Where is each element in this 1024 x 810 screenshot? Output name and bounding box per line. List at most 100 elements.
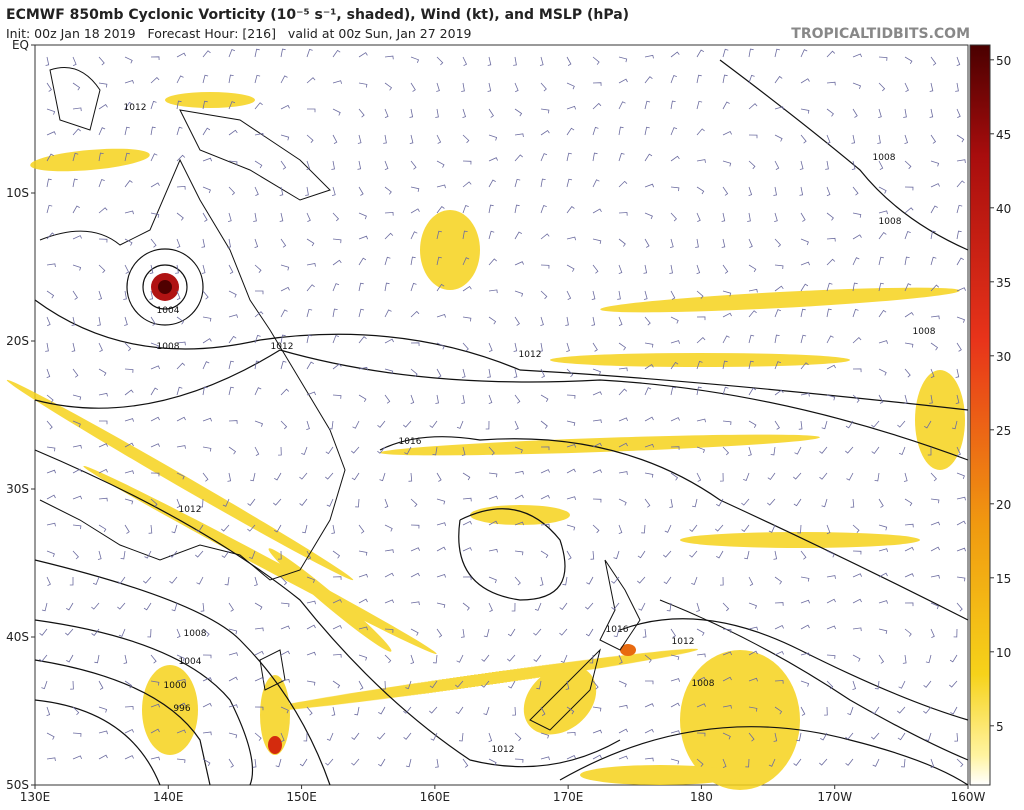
wind-barb [384, 256, 391, 266]
wind-barb [97, 550, 102, 560]
wind-barb [592, 524, 600, 534]
wind-barb [384, 524, 393, 532]
wind-barb [358, 394, 367, 403]
wind-barb [328, 420, 334, 430]
wind-barb [410, 628, 419, 636]
wind-barb [488, 758, 497, 766]
wind-barb [202, 157, 212, 162]
wind-barb [566, 105, 576, 110]
wind-barb [585, 628, 594, 637]
wind-barb [98, 497, 108, 502]
wind-barb [618, 367, 628, 372]
lon-label: 180 [690, 790, 713, 804]
wind-barb [72, 468, 82, 474]
wind-barb [956, 204, 963, 214]
wind-barb [611, 576, 620, 584]
wind-barb [306, 624, 316, 630]
wind-barb [124, 152, 130, 162]
wind-barb [200, 602, 205, 612]
wind-barb [774, 106, 784, 111]
wind-barb [306, 77, 316, 84]
wind-barb [462, 181, 472, 188]
wind-barb [696, 628, 705, 636]
wind-barb [592, 729, 602, 734]
wind-barb [124, 56, 133, 64]
wind-barb [666, 602, 672, 612]
wind-barb [773, 550, 778, 560]
wind-barb [332, 653, 342, 658]
wind-barb [696, 703, 706, 708]
wind-barb [722, 312, 732, 318]
colorbar-label: 40 [996, 202, 1011, 216]
wind-barb [202, 731, 212, 736]
wind-barb [850, 498, 855, 508]
wind-barb [254, 160, 263, 169]
wind-barb [358, 573, 368, 578]
wind-barb [46, 732, 55, 740]
wind-barb [72, 178, 78, 188]
wind-barb [696, 100, 703, 110]
wind-barb [878, 256, 884, 266]
wind-barb [748, 732, 755, 742]
wind-barb [332, 624, 342, 630]
lon-label: 140E [153, 790, 184, 804]
wind-barb [436, 56, 444, 66]
wind-barb [72, 524, 82, 530]
wind-barb [176, 154, 186, 162]
wind-barb [793, 498, 802, 507]
wind-barb [332, 134, 338, 144]
wind-barb [514, 576, 521, 586]
wind-barb [384, 549, 394, 553]
wind-barb [644, 316, 651, 326]
wind-barb [306, 263, 316, 267]
wind-barb [195, 524, 204, 533]
wind-barb [774, 264, 784, 270]
isobar-label: 1004 [179, 657, 202, 667]
wind-barb [358, 282, 364, 292]
wind-barb [202, 654, 212, 659]
wind-barb [150, 728, 160, 734]
wind-barb [878, 160, 884, 170]
wind-barb [72, 82, 81, 91]
wind-barb [852, 573, 862, 578]
wind-barbs [39, 48, 966, 768]
wind-barb [592, 680, 599, 690]
wind-barb [462, 257, 470, 266]
wind-barb [405, 680, 412, 690]
wind-barb [618, 388, 628, 396]
wind-barb [793, 472, 802, 480]
wind-barb [436, 134, 442, 144]
wind-barb [930, 205, 938, 214]
wind-barb [227, 238, 231, 248]
wind-barb [670, 51, 680, 58]
wind-barb [455, 680, 464, 688]
wind-barb [566, 524, 576, 531]
wind-barb [358, 186, 364, 196]
wind-barb [670, 361, 679, 370]
wind-barb [202, 446, 212, 452]
wind-barb [773, 732, 778, 742]
wind-barb [46, 469, 56, 474]
wind-barb [826, 237, 836, 242]
wind-barb [774, 238, 782, 248]
wind-barb [280, 706, 289, 714]
wind-barb [826, 575, 836, 579]
wind-barb [176, 316, 185, 325]
wind-barb [275, 758, 282, 768]
wind-barb [331, 160, 335, 170]
wind-barb [280, 420, 288, 430]
wind-barb [955, 368, 960, 378]
wind-barb [176, 472, 185, 480]
wind-barb [637, 550, 646, 559]
wind-barb [382, 680, 386, 690]
wind-barb [800, 261, 810, 266]
isobar-label: 1012 [492, 745, 515, 755]
wind-barb [566, 56, 572, 66]
wind-barb [825, 160, 829, 170]
wind-barb [956, 602, 963, 612]
wind-barb [461, 394, 465, 404]
wind-barb [748, 677, 758, 682]
wind-barb [774, 212, 778, 222]
isobars [34, 59, 969, 786]
wind-barb [254, 387, 262, 396]
